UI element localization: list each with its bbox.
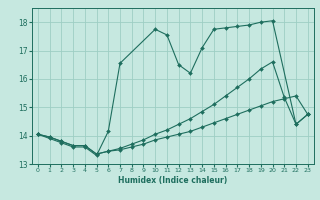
- X-axis label: Humidex (Indice chaleur): Humidex (Indice chaleur): [118, 176, 228, 185]
